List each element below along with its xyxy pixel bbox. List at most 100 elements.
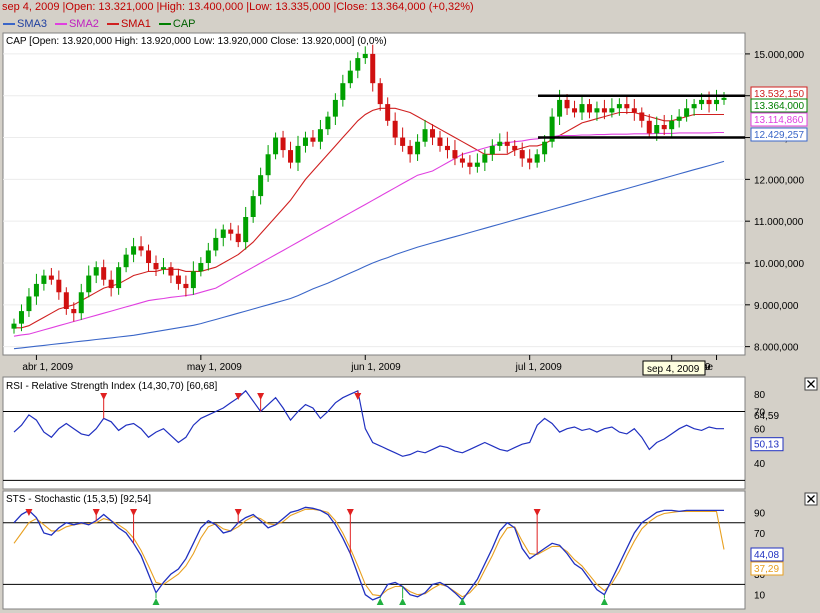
candle-body [93,267,99,276]
candle-body [138,246,144,251]
candle-body [63,292,69,309]
cursor-date-box [642,360,706,376]
candle-body [430,129,436,138]
candle-body [437,137,443,146]
rsi-y-tick-label: 70 [754,407,766,418]
sell-signal-icon [25,509,33,516]
ohlc-header: sep 4, 2009 |Open: 13.321,000 |High: 13.… [2,1,474,13]
sts-k-label: 44,08 [754,550,779,561]
candle-body [721,97,727,100]
candle-body [243,217,249,243]
candle-body [646,120,652,134]
legend-label-sma1: SMA1 [120,18,151,30]
price-pane[interactable] [2,32,746,356]
sell-signal-icon [346,509,354,516]
candle-body [400,137,406,146]
candle-body [250,196,256,217]
candle-body [415,141,421,155]
y-tick-label: 14.000,000 [754,92,804,103]
buy-signal-icon [399,598,407,605]
sell-signal-icon [234,509,242,516]
sts-close-button[interactable] [804,492,818,506]
sts-y-tick-label: 10 [754,591,766,602]
candle-body [56,279,62,293]
legend-item-sma1[interactable]: SMA1 [106,18,151,30]
sts-pane[interactable] [2,490,746,610]
candle-body [228,229,234,234]
candle-body [175,275,181,284]
candle-body [564,99,570,109]
candle-body [317,129,323,142]
value-label: 12.429,257 [754,130,804,141]
candle-body [33,283,39,297]
candle-body [325,116,331,130]
line-rsi [13,389,724,457]
candle-body [699,99,705,105]
candle-body [131,246,137,255]
candle-body [123,254,129,268]
sts-k-box [750,547,784,562]
candle-body [572,108,578,113]
candle-body [370,53,376,84]
legend-label-sma2: SMA2 [68,18,99,30]
candle-body [512,145,518,151]
candle-body [504,141,510,146]
x-tick-label: jul 1, 2009 [515,362,563,373]
candle-body [18,311,24,324]
legend-label-cap: CAP [172,18,196,30]
sts-d-label: 37,29 [754,564,779,575]
candle-body [153,263,159,270]
candle-body [11,323,17,329]
candle-body [549,116,555,142]
y-tick-label: 11.000,000 [754,217,804,228]
candle-body [168,267,174,276]
legend-item-sma3[interactable]: SMA3 [3,18,47,30]
y-tick-label: 8.000,000 [754,343,799,354]
candle-body [422,129,428,142]
candle-body [684,108,690,117]
legend-swatch-sma1 [106,23,119,25]
candle-body [631,108,637,113]
candle-body [616,104,622,109]
rsi-pane[interactable] [2,376,746,490]
sell-signal-icon [354,393,362,400]
candle-body [71,309,77,314]
sell-signal-icon [257,393,265,400]
legend-label-sma3: SMA3 [17,18,47,30]
candle-body [377,83,383,105]
x-tick-label: ago 3, 2009 [658,362,711,373]
legend-item-cap[interactable]: CAP [158,18,196,30]
candle-body [78,292,84,314]
close-icon [807,495,815,503]
line-sma2 [13,131,724,337]
candle-body [624,104,630,109]
candle-body [474,162,480,167]
candle-body [213,237,219,251]
y-tick-label: 9.000,000 [754,301,799,312]
candle-body [392,120,398,138]
candle-body [654,125,660,134]
legend-item-sma2[interactable]: SMA2 [54,18,99,30]
candle-body [586,104,592,113]
candle-body [41,275,47,284]
candle-body [661,125,667,130]
candle-body [235,233,241,243]
candle-body [258,175,264,197]
cursor-date-label: sep 4, 2009 [647,364,700,375]
value-label-box [750,98,808,113]
price-pane-title: CAP [Open: 13.920,000 High: 13.920,000 L… [6,36,387,47]
rsi-y-tick-label: 60 [754,425,766,436]
candle-body [86,275,92,293]
rsi-close-button[interactable] [804,377,818,391]
candle-body [579,104,585,113]
candle-body [714,99,720,105]
candle-body [459,158,465,163]
value-label: 13.532,150 [754,89,804,100]
candle-body [676,116,682,121]
legend-swatch-sma3 [3,23,15,25]
y-tick-label: 10.000,000 [754,259,804,270]
candle-body [340,83,346,100]
candle-body [347,70,353,84]
candle-body [26,296,32,312]
